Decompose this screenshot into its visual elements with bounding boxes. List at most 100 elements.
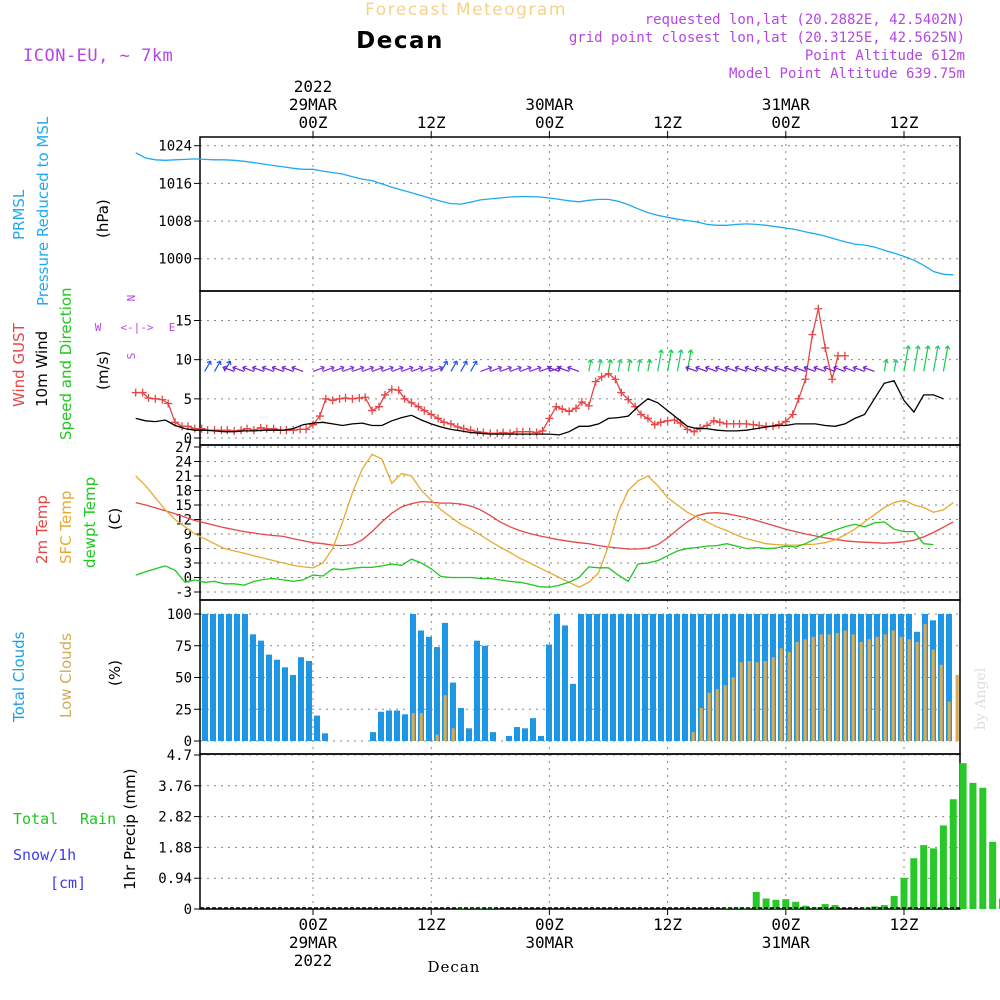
ytick-label: 50 bbox=[175, 671, 192, 687]
low-cloud-bar bbox=[883, 634, 887, 741]
temp-label-c: dewpt Temp bbox=[81, 477, 99, 568]
wind-arrow bbox=[725, 366, 737, 372]
wind-arrow bbox=[883, 359, 887, 372]
point-altitude: Point Altitude 612m bbox=[805, 48, 965, 64]
gust-marker bbox=[420, 406, 429, 415]
wind-arrow-head bbox=[222, 365, 227, 371]
low-cloud-bar bbox=[875, 636, 879, 741]
wind-arrow-head bbox=[349, 365, 355, 371]
wind-arrow-head bbox=[567, 365, 572, 371]
wind-arrow-head bbox=[617, 359, 623, 364]
wind-arrow bbox=[470, 360, 478, 372]
total-cloud-bar bbox=[634, 614, 640, 741]
gust-marker bbox=[670, 415, 679, 424]
wind-arrow bbox=[342, 366, 355, 372]
gust-marker bbox=[309, 420, 317, 429]
gust-marker bbox=[361, 393, 370, 402]
wind-arrow bbox=[764, 366, 777, 372]
total-cloud-bar bbox=[690, 614, 696, 741]
ytick-label: 15 bbox=[175, 314, 192, 330]
low-cloud-bar bbox=[419, 713, 423, 741]
gust-marker bbox=[696, 423, 705, 432]
gust-marker bbox=[643, 414, 652, 423]
compass-east: E bbox=[169, 321, 176, 334]
low-cloud-bar bbox=[715, 688, 719, 741]
ytick-label: 27 bbox=[175, 440, 192, 456]
wind-arrow bbox=[509, 366, 522, 372]
wind-arrow-head bbox=[744, 365, 749, 371]
ytick-label: 1016 bbox=[158, 176, 192, 192]
time-label: 00Z bbox=[771, 113, 800, 132]
low-cloud-bar bbox=[451, 728, 455, 741]
wind-arrow bbox=[744, 366, 757, 372]
low-cloud-bar bbox=[851, 634, 855, 741]
time-label: 12Z bbox=[890, 113, 919, 132]
wind-arrow-head bbox=[636, 359, 643, 364]
low-cloud-bar bbox=[955, 674, 959, 741]
gust-marker bbox=[131, 388, 140, 397]
wind-arrow bbox=[322, 366, 335, 372]
gust-marker bbox=[237, 426, 246, 435]
gust-marker bbox=[558, 405, 567, 414]
cloud-label-a: Total Clouds bbox=[10, 631, 28, 723]
total-cloud-bar bbox=[410, 614, 416, 741]
total-cloud-bar bbox=[210, 614, 216, 741]
cloud-label-b: Low Clouds bbox=[57, 633, 75, 718]
time-label: 12Z bbox=[653, 113, 682, 132]
wind-arrow-head bbox=[557, 365, 562, 371]
wind-arrow bbox=[803, 366, 816, 372]
wind-arrow-head bbox=[320, 365, 325, 371]
wind-arrow bbox=[557, 366, 570, 372]
wind-arrow bbox=[942, 345, 949, 372]
wind-arrow-head bbox=[517, 365, 522, 371]
wind-arrow-head bbox=[892, 359, 899, 364]
gust-marker bbox=[269, 424, 278, 433]
wind-arrow-head bbox=[271, 365, 277, 371]
ytick-label: 9 bbox=[184, 527, 192, 543]
wind-arrow-head bbox=[823, 365, 828, 371]
total-cloud-bar bbox=[722, 614, 728, 741]
low-cloud-bar bbox=[731, 677, 735, 741]
precip-bar bbox=[880, 905, 888, 909]
gust-marker bbox=[834, 351, 843, 360]
low-cloud-bar bbox=[811, 636, 815, 741]
time-label: 12Z bbox=[890, 915, 919, 934]
wind-arrow bbox=[774, 366, 787, 372]
precip-bar bbox=[989, 841, 997, 909]
wind-arrow-head bbox=[232, 365, 237, 371]
gust-marker bbox=[552, 402, 561, 411]
wind-arrow-head bbox=[842, 365, 848, 371]
ytick-label: 100 bbox=[167, 607, 192, 623]
wind-arrow bbox=[823, 366, 836, 372]
wind-arrow bbox=[627, 359, 631, 372]
wind-arrow-head bbox=[226, 360, 232, 366]
ytick-label: 15 bbox=[175, 498, 192, 514]
precip-bar bbox=[476, 908, 484, 909]
wind-arrow bbox=[784, 366, 796, 372]
low-cloud-bar bbox=[867, 639, 871, 741]
wind-arrow bbox=[262, 366, 274, 372]
total-cloud-bar bbox=[626, 614, 632, 741]
precip-label-snow: Snow/1h bbox=[13, 846, 76, 864]
total-cloud-bar bbox=[594, 614, 600, 741]
total-cloud-bar bbox=[530, 718, 536, 741]
ytick-label: 1.88 bbox=[158, 840, 192, 856]
gust-marker bbox=[532, 428, 541, 437]
gust-marker bbox=[493, 429, 502, 438]
precip-bar bbox=[772, 899, 780, 909]
precip-unit: 1hr Precip (mm) bbox=[121, 769, 139, 890]
total-cloud-bar bbox=[714, 614, 720, 741]
wind-arrow-head bbox=[944, 345, 951, 350]
total-cloud-bar bbox=[378, 711, 384, 741]
total-cloud-bar bbox=[298, 657, 304, 741]
gust-marker bbox=[387, 385, 396, 394]
wind-arrow bbox=[490, 366, 502, 372]
precip-bar bbox=[930, 848, 938, 909]
low-cloud-bar bbox=[923, 624, 927, 741]
gust-marker bbox=[584, 401, 593, 410]
wind-arrow-head bbox=[714, 365, 720, 371]
low-cloud-bar bbox=[699, 707, 703, 741]
pressure-unit: (hPa) bbox=[94, 199, 112, 238]
